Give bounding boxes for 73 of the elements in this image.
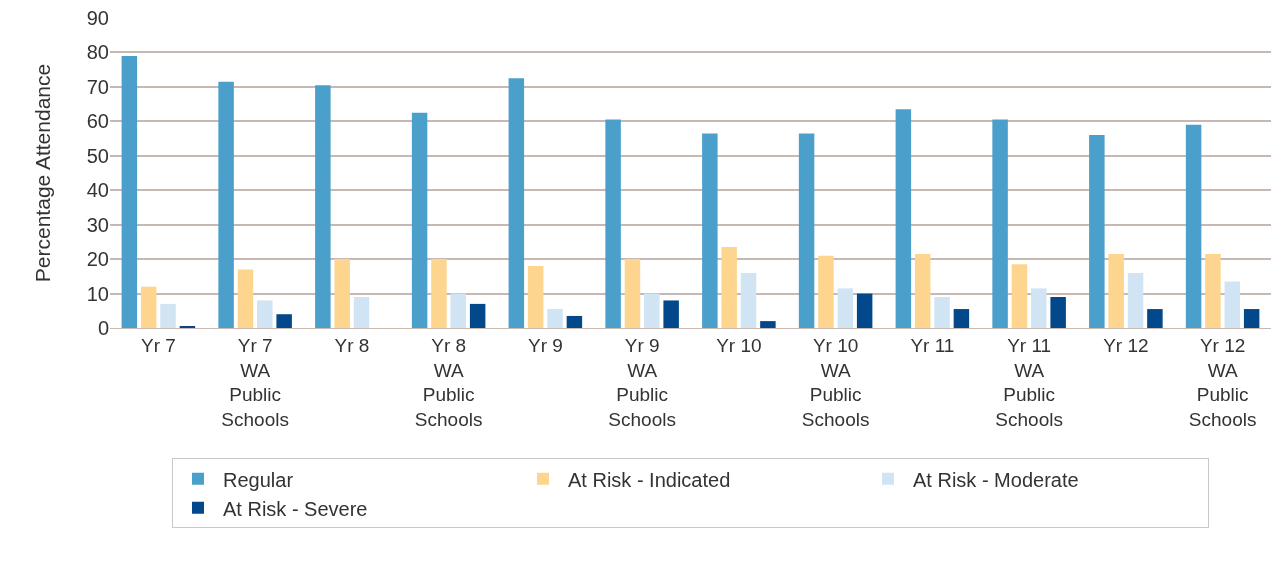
legend-label: At Risk - Indicated	[568, 468, 731, 491]
bar	[1243, 309, 1260, 328]
bar	[276, 314, 292, 328]
bar	[1108, 253, 1124, 328]
y-tick-label: 40	[86, 179, 109, 202]
bar	[663, 300, 679, 328]
x-tick-label: Yr 10 WA Public Schools	[801, 334, 870, 430]
bar	[140, 286, 157, 328]
bar	[818, 255, 834, 328]
legend-label: At Risk - Severe	[223, 497, 368, 520]
bar	[508, 78, 525, 328]
bar	[644, 293, 660, 328]
x-tick-label: Yr 8	[334, 334, 370, 356]
bar	[760, 321, 776, 328]
bar	[1224, 281, 1241, 328]
bar	[411, 112, 428, 328]
bar	[740, 272, 757, 328]
x-tick-label: Yr 12 WA Public Schools	[1188, 334, 1257, 430]
bar	[1127, 272, 1144, 328]
bar	[914, 253, 931, 328]
x-tick-label: Yr 7	[140, 334, 176, 356]
bar	[1011, 264, 1028, 328]
x-tick-label: Yr 11 WA Public Schools	[995, 334, 1063, 430]
bar	[1185, 124, 1202, 328]
y-tick-label: 10	[86, 282, 109, 305]
bar	[856, 293, 873, 328]
y-tick-label: 60	[86, 110, 109, 133]
bar	[353, 297, 370, 328]
legend-label: Regular	[223, 468, 294, 491]
bar	[837, 288, 854, 328]
bar	[527, 266, 544, 328]
bar	[450, 293, 467, 328]
bar	[257, 300, 273, 328]
bar	[953, 309, 970, 328]
bar	[1147, 309, 1163, 328]
x-tick-label: Yr 8 WA Public Schools	[414, 334, 483, 430]
x-tick-label: Yr 7 WA Public Schools	[221, 334, 289, 430]
y-tick-label: 0	[97, 317, 109, 339]
y-tick-label: 90	[86, 7, 109, 29]
x-tick-label: Yr 12	[1103, 334, 1149, 356]
bar	[1031, 288, 1047, 328]
x-tick-label: Yr 9	[527, 334, 563, 356]
bar	[702, 133, 718, 328]
bar	[334, 259, 350, 328]
bar	[566, 315, 583, 328]
y-axis-title: Percentage Attendance	[30, 63, 54, 283]
bar	[1089, 135, 1105, 328]
bar	[895, 109, 912, 328]
bar	[605, 119, 621, 328]
legend-label: At Risk - Moderate	[913, 468, 1079, 491]
bar	[1205, 253, 1221, 328]
y-tick-label: 80	[86, 41, 109, 64]
bar	[992, 119, 1008, 328]
y-tick-label: 50	[86, 144, 109, 167]
x-tick-label: Yr 9 WA Public Schools	[608, 334, 676, 430]
x-tick-label: Yr 11	[910, 334, 955, 356]
bar	[160, 303, 176, 328]
bar	[798, 133, 815, 328]
bar	[721, 247, 737, 328]
bar	[218, 81, 234, 328]
bar	[1050, 297, 1066, 328]
y-tick-label: 70	[86, 75, 109, 98]
bar	[469, 303, 486, 328]
x-tick-label: Yr 10	[716, 334, 762, 356]
y-tick-label: 30	[86, 213, 109, 236]
bar	[121, 55, 138, 328]
y-tick-label: 20	[86, 248, 109, 271]
bar	[547, 309, 563, 328]
bar	[315, 85, 331, 328]
bar	[431, 259, 447, 328]
bar	[934, 297, 950, 328]
bar	[624, 259, 641, 328]
bar	[237, 269, 254, 328]
